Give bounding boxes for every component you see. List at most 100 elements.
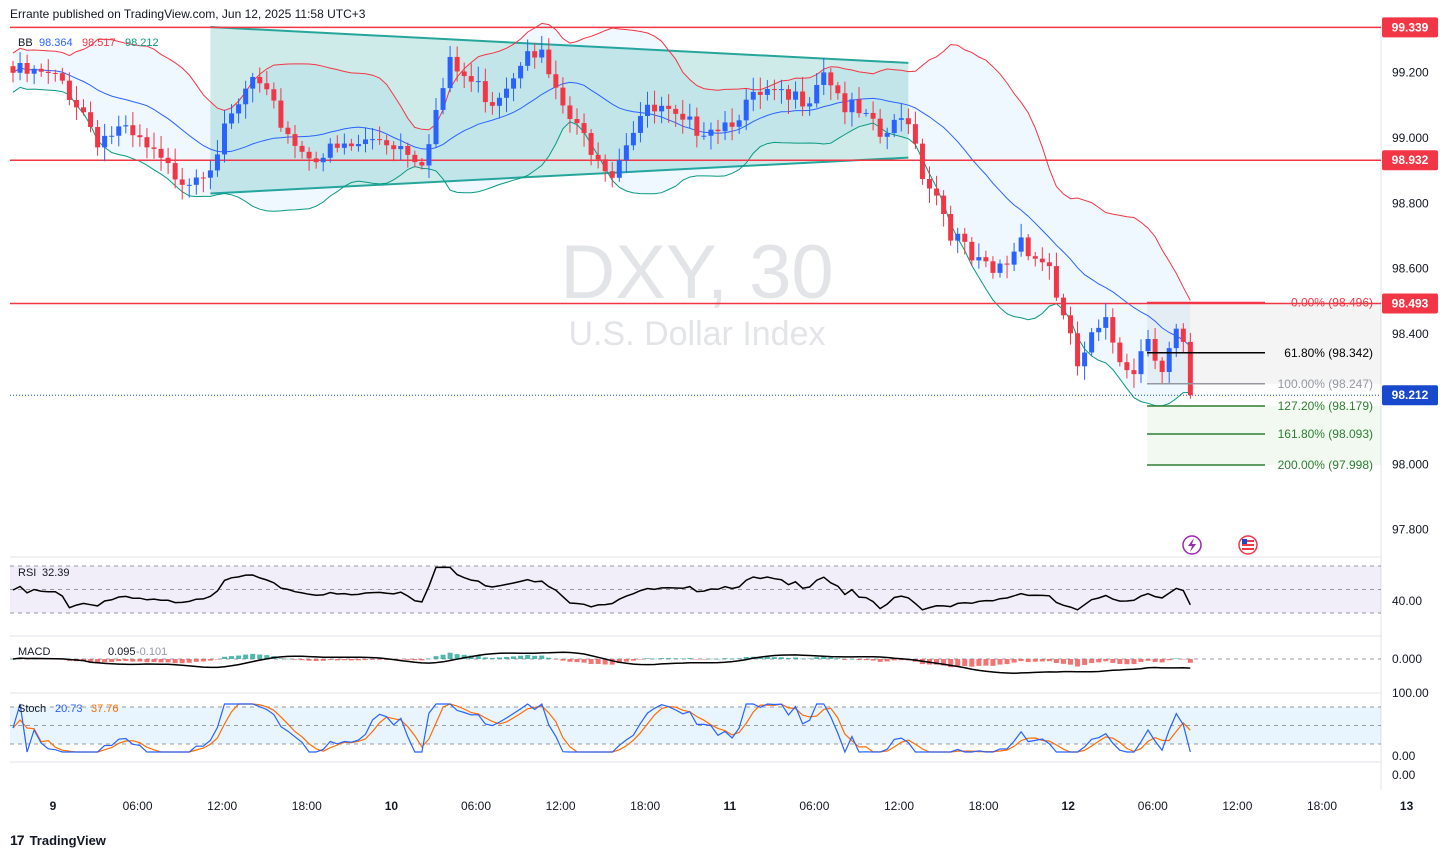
macd-histogram-bar — [88, 659, 94, 663]
candle — [891, 114, 897, 138]
macd-histogram-bar — [588, 659, 594, 664]
candle — [976, 243, 982, 269]
macd-histogram-bar — [229, 656, 235, 659]
fib-level-label: 100.00% (98.247) — [1278, 377, 1373, 391]
candle-body — [1180, 328, 1186, 342]
macd-histogram-bar — [327, 659, 333, 660]
macd-histogram-bar — [1046, 659, 1052, 662]
candle-body — [419, 162, 425, 166]
candle-body — [1032, 256, 1038, 259]
candle — [673, 104, 679, 127]
macd-histogram-bar — [778, 657, 784, 659]
candle — [764, 80, 770, 101]
stoch-tick-label: 0.00 — [1392, 768, 1416, 782]
macd-histogram-bar — [793, 657, 799, 659]
bb-label[interactable]: BB — [18, 37, 33, 49]
candle-body — [722, 122, 728, 132]
candle-body — [334, 143, 340, 148]
candle — [377, 126, 383, 145]
current-price-label: 98.212 — [1392, 388, 1429, 402]
candle — [419, 157, 425, 170]
candle — [1004, 255, 1010, 279]
candle — [1110, 308, 1116, 354]
candle-body — [793, 91, 799, 100]
macd-histogram-bar — [1166, 659, 1172, 661]
macd-histogram-bar — [849, 658, 855, 660]
candle-body — [701, 135, 707, 137]
candle — [1131, 358, 1137, 388]
macd-histogram-bar — [609, 659, 615, 665]
candle-body — [412, 154, 418, 163]
candle-body — [863, 112, 869, 114]
macd-histogram-bar — [990, 659, 996, 666]
macd-histogram-bar — [1096, 659, 1102, 663]
macd-histogram-bar — [722, 658, 728, 659]
macd-histogram-bar — [440, 654, 446, 659]
candle — [45, 59, 51, 84]
candle-body — [637, 115, 643, 133]
us-flag-event-icon[interactable] — [1238, 535, 1258, 555]
macd-histogram-bar — [976, 659, 982, 666]
macd-label[interactable]: MACD — [18, 646, 50, 658]
macd-histogram-bar — [828, 657, 834, 659]
macd-histogram-bar — [567, 659, 573, 662]
lightning-event-icon[interactable] — [1182, 535, 1202, 555]
macd-histogram-bar — [419, 659, 425, 661]
rsi-label[interactable]: RSI — [18, 567, 36, 579]
macd-histogram-bar — [997, 659, 1003, 665]
candle-body — [1082, 352, 1088, 367]
macd-histogram-bar — [222, 656, 227, 659]
macd-histogram-bar — [426, 658, 432, 660]
candle — [222, 109, 227, 163]
time-tick-label: 18:00 — [630, 799, 660, 813]
macd-histogram-bar — [292, 659, 298, 660]
candle — [609, 161, 615, 188]
candle — [905, 108, 911, 134]
candle-body — [588, 133, 594, 155]
candle — [186, 178, 192, 198]
macd-histogram-bar — [454, 654, 460, 659]
macd-histogram-bar — [1138, 659, 1144, 663]
candle — [334, 135, 340, 153]
candle-body — [666, 105, 672, 109]
macd-histogram-bar — [694, 659, 700, 660]
candle — [708, 122, 714, 150]
candle-body — [222, 123, 227, 155]
symbol-watermark: DXY, 30 U.S. Dollar Index — [560, 230, 833, 353]
candle-body — [729, 122, 735, 127]
macd-histogram-bar — [1075, 659, 1081, 667]
candle — [1060, 293, 1066, 320]
candle — [236, 98, 242, 124]
tradingview-brand[interactable]: 17 TradingView — [10, 832, 106, 848]
candle-body — [1138, 351, 1144, 375]
candle-body — [179, 179, 185, 185]
candle-body — [299, 145, 305, 152]
rsi-value: 32.39 — [42, 567, 70, 579]
price-tick-label: 98.600 — [1392, 262, 1429, 276]
candle — [863, 108, 869, 117]
candle-body — [623, 145, 629, 161]
candle — [870, 101, 876, 131]
macd-histogram-bar — [595, 659, 601, 664]
candle-body — [1117, 342, 1123, 363]
candle-body — [694, 116, 700, 136]
macd-histogram-bar — [489, 657, 495, 659]
candle-body — [1152, 338, 1158, 361]
macd-histogram-bar — [236, 655, 242, 659]
candle-body — [45, 71, 51, 73]
candle-body — [870, 112, 876, 119]
candle-body — [673, 108, 679, 114]
candle — [1117, 337, 1123, 367]
candle-body — [708, 129, 714, 136]
candle — [271, 82, 277, 109]
candle — [489, 91, 495, 115]
macd-line — [12, 651, 1191, 675]
stoch-label[interactable]: Stoch — [18, 703, 46, 715]
macd-histogram-bar — [17, 658, 23, 660]
macd-histogram-bar — [863, 659, 869, 661]
candle — [461, 62, 467, 88]
candle — [962, 227, 968, 255]
candle — [842, 81, 848, 125]
candle — [1152, 328, 1158, 370]
